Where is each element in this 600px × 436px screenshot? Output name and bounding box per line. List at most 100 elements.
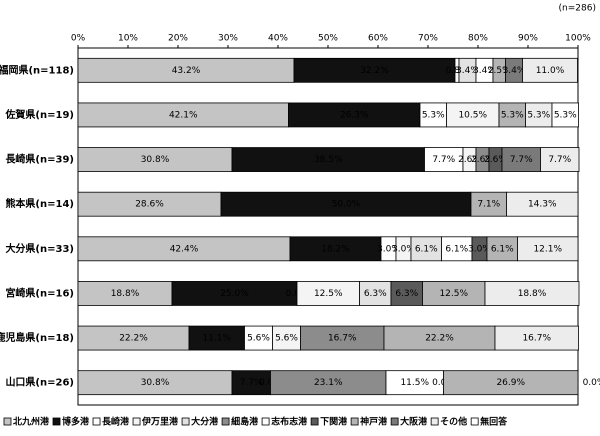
legend-swatch bbox=[390, 417, 399, 426]
bar-segment bbox=[231, 147, 425, 172]
data-label: 11.5% bbox=[400, 378, 429, 388]
data-label: 38.5% bbox=[314, 155, 343, 165]
bar-segment bbox=[494, 325, 579, 351]
bar-segment bbox=[422, 281, 486, 306]
data-label: 6.1% bbox=[445, 244, 468, 254]
legend-label: 志布志港 bbox=[271, 416, 308, 428]
bar-segment bbox=[551, 102, 579, 128]
bar-segment bbox=[522, 57, 578, 83]
data-label: 11.0% bbox=[536, 66, 565, 76]
legend-label: 伊万里港 bbox=[141, 416, 179, 428]
data-label: 22.2% bbox=[425, 334, 454, 344]
data-label: 3.0% bbox=[468, 244, 491, 254]
legend-swatch bbox=[92, 417, 101, 426]
y-tick-label: 熊本県(n=14) bbox=[5, 197, 74, 210]
bar-segment bbox=[424, 147, 464, 172]
data-label: 16.7% bbox=[328, 334, 357, 344]
bar-segment bbox=[443, 370, 579, 396]
data-label: 42.1% bbox=[169, 110, 198, 120]
data-label: 16.7% bbox=[522, 334, 551, 344]
bar-segment bbox=[498, 102, 526, 128]
legend-swatch bbox=[261, 417, 270, 426]
data-label: 5.3% bbox=[554, 110, 577, 120]
data-label: 5.6% bbox=[275, 334, 298, 344]
data-label: 10.5% bbox=[458, 110, 487, 120]
bar-segment bbox=[77, 236, 291, 262]
bar-segment bbox=[77, 191, 222, 217]
bar-segment bbox=[506, 191, 579, 217]
bar-segment bbox=[419, 102, 447, 128]
data-label: 6.1% bbox=[415, 244, 438, 254]
data-label: 12.1% bbox=[533, 244, 562, 254]
data-label: 7.7% bbox=[548, 155, 571, 165]
bar-segment bbox=[77, 281, 173, 306]
legend-label: 細島港 bbox=[231, 416, 259, 428]
data-label: 2.6% bbox=[471, 155, 494, 165]
legend-label: 大分港 bbox=[191, 416, 219, 428]
legend-label: 博多港 bbox=[62, 416, 90, 428]
legend-swatch bbox=[470, 417, 479, 426]
bar-segment bbox=[359, 281, 392, 306]
bar-segment bbox=[484, 281, 580, 306]
bar-segment bbox=[231, 370, 271, 396]
data-label: 7.1% bbox=[477, 200, 500, 210]
bar-segment bbox=[289, 236, 382, 262]
bar-segment bbox=[77, 325, 190, 351]
legend-label: 長崎港 bbox=[102, 416, 130, 428]
data-label: 26.9% bbox=[496, 378, 525, 388]
data-label: 12.5% bbox=[439, 289, 468, 299]
legend-label: 大阪港 bbox=[400, 416, 428, 428]
data-label: 5.6% bbox=[247, 334, 270, 344]
data-label: 7.7% bbox=[432, 155, 455, 165]
data-label: 18.2% bbox=[321, 244, 350, 254]
bar-segment bbox=[288, 102, 421, 128]
x-tick-label: 20% bbox=[168, 34, 188, 44]
data-label: 11.1% bbox=[202, 334, 231, 344]
x-tick-label: 70% bbox=[418, 34, 438, 44]
bar-segment bbox=[385, 370, 444, 396]
plot-frame bbox=[77, 47, 579, 406]
data-label: 30.8% bbox=[141, 155, 170, 165]
y-tick-label: 佐賀県(n=19) bbox=[4, 108, 74, 121]
bar-segment bbox=[540, 147, 580, 172]
data-label: 6.3% bbox=[364, 289, 387, 299]
data-label: 5.3% bbox=[501, 110, 524, 120]
data-label: 43.2% bbox=[172, 66, 201, 76]
y-tick-label: 山口県(n=26) bbox=[5, 376, 74, 389]
data-label: 3.4% bbox=[503, 66, 526, 76]
data-label: 25.0% bbox=[220, 289, 249, 299]
legend-swatch bbox=[310, 417, 319, 426]
legend-swatch bbox=[181, 417, 190, 426]
bar-segment bbox=[296, 281, 360, 306]
x-tick-label: 60% bbox=[368, 34, 388, 44]
legend-label: その他 bbox=[440, 416, 467, 428]
legend-swatch bbox=[132, 417, 141, 426]
data-label: 3.4% bbox=[473, 66, 496, 76]
legend-label: 北九州港 bbox=[13, 416, 50, 428]
legend-label: 神戸港 bbox=[360, 416, 388, 428]
bar-segment bbox=[486, 236, 518, 262]
bar-segment bbox=[77, 57, 295, 83]
legend-swatch bbox=[3, 417, 12, 426]
y-tick-label: 宮崎県(n=16) bbox=[5, 286, 74, 299]
x-tick-label: 50% bbox=[318, 34, 338, 44]
data-label: 32.2% bbox=[360, 66, 389, 76]
data-label: 23.1% bbox=[314, 378, 343, 388]
data-label: 28.6% bbox=[135, 200, 164, 210]
data-label: 2.6% bbox=[484, 155, 507, 165]
chart-note: (n=286) bbox=[559, 4, 596, 14]
data-label: 5.3% bbox=[422, 110, 445, 120]
data-label: 0.8% bbox=[446, 66, 469, 76]
data-label: 6.3% bbox=[395, 289, 418, 299]
y-tick-label: 福岡県(n=118) bbox=[0, 63, 74, 76]
data-label: 18.8% bbox=[111, 289, 140, 299]
data-label: 12.5% bbox=[314, 289, 343, 299]
bar-segment bbox=[470, 191, 507, 217]
data-label: 0.0% bbox=[583, 378, 600, 388]
bar-segment bbox=[77, 102, 289, 128]
data-label: 3.0% bbox=[392, 244, 415, 254]
legend-label: 下関港 bbox=[320, 416, 348, 428]
bar-segment bbox=[517, 236, 579, 262]
legend-swatch bbox=[52, 417, 61, 426]
